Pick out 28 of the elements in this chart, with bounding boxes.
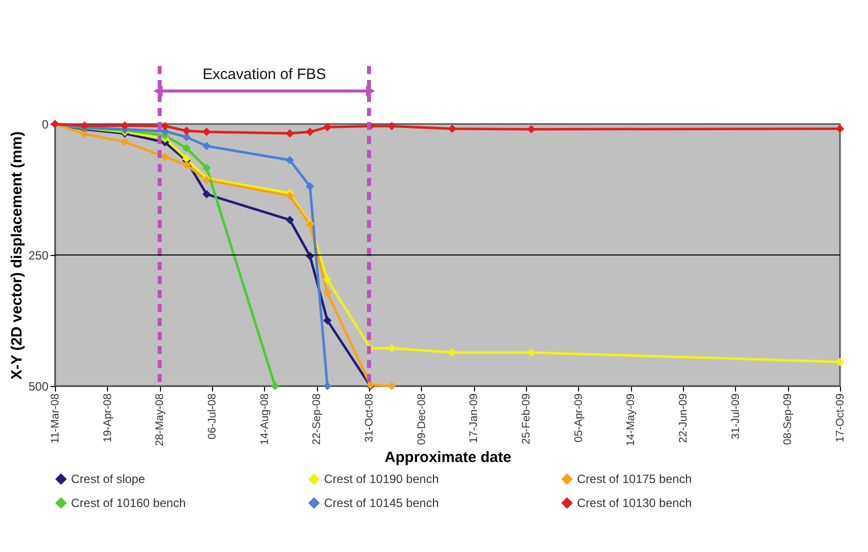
- x-tick-label: 31-Jul-09: [730, 394, 742, 440]
- x-tick-label: 25-Feb-09: [520, 394, 532, 444]
- x-tick-label: 17-Jan-09: [468, 394, 480, 444]
- text: Excavation of FBS: [202, 66, 326, 83]
- legend-label: Crest of 10190 bench: [324, 472, 439, 486]
- x-tick-label: 17-Oct-09: [834, 394, 846, 442]
- x-tick-label: 28-May-08: [154, 394, 166, 446]
- x-axis-title: Approximate date: [384, 449, 512, 466]
- y-axis-title: X-Y (2D vector) displacement (mm): [8, 131, 26, 380]
- y-tick-label: 250: [28, 248, 49, 262]
- x-tick-label: 09-Dec-08: [416, 394, 428, 445]
- legend-label: Crest of 10160 bench: [71, 496, 186, 510]
- x-tick-label: 14-Aug-08: [258, 394, 271, 445]
- x-tick-label: 05-Apr-09: [572, 394, 585, 442]
- x-tick-label: 19-Apr-08: [102, 394, 114, 442]
- y-tick-label: 500: [28, 380, 49, 394]
- y-tick-label: 0: [42, 118, 49, 132]
- x-tick-label: 08-Sep-09: [782, 394, 794, 445]
- x-tick-label: 11-Mar-08: [50, 394, 62, 444]
- x-tick-label: 22-Jun-09: [678, 394, 690, 444]
- x-tick-label: 31-Oct-08: [364, 394, 376, 442]
- x-tick-label: 14-May-09: [625, 394, 638, 446]
- x-tick-label: 22-Sep-08: [311, 394, 324, 445]
- legend-label: Crest of 10130 bench: [577, 496, 692, 510]
- legend-label: Crest of 10145 bench: [324, 496, 439, 510]
- legend-label: Crest of slope: [71, 472, 146, 486]
- legend-label: Crest of 10175 bench: [577, 472, 692, 486]
- x-tick-label: 06-Jul-08: [206, 394, 218, 440]
